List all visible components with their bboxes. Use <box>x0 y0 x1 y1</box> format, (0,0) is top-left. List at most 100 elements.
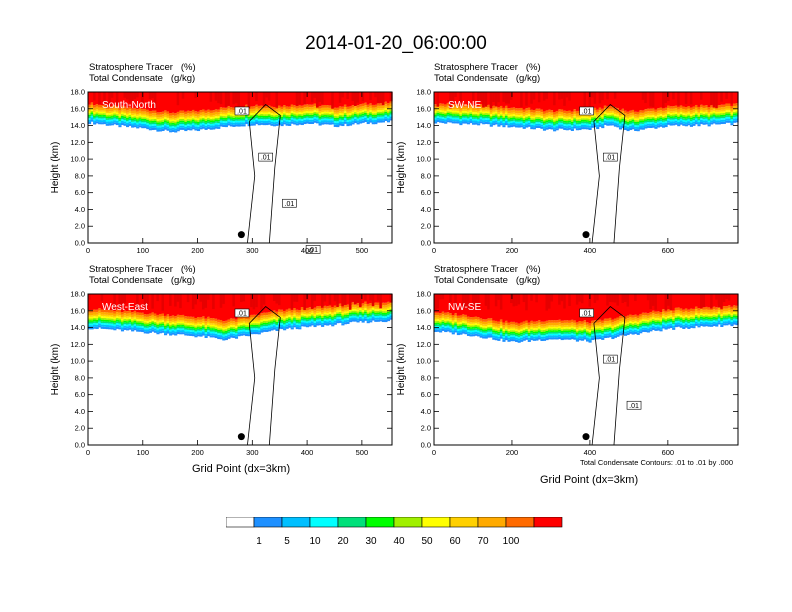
tracer-cell <box>272 318 277 321</box>
tracer-cell <box>530 330 534 333</box>
tracer-cell <box>558 116 562 118</box>
tracer-cell <box>497 115 501 118</box>
tracer-cell <box>272 122 277 125</box>
tracer-cell <box>386 113 391 115</box>
tracer-cell <box>138 113 142 115</box>
tracer-cell <box>725 118 729 121</box>
tracer-cell <box>255 323 259 325</box>
tracer-cell <box>348 114 353 117</box>
tracer-cell <box>333 92 337 108</box>
tracer-cell <box>110 116 114 118</box>
tracer-cell <box>527 119 531 121</box>
tracer-cell <box>219 115 223 118</box>
condensate-label: Total Condensate <box>434 275 508 286</box>
tracer-cell <box>115 92 119 106</box>
tracer-cell <box>441 328 445 331</box>
tracer-cell <box>369 309 373 312</box>
tracer-cell <box>659 112 663 115</box>
tracer-cell <box>176 324 180 327</box>
tracer-cell <box>361 316 365 319</box>
tracer-cell <box>166 116 170 119</box>
tracer-cell <box>646 123 650 126</box>
tracer-cell <box>232 119 236 122</box>
tracer-cell <box>580 114 585 117</box>
tracer-cell <box>677 111 681 114</box>
tracer-cell <box>532 329 536 332</box>
tracer-cell <box>474 117 478 119</box>
tracer-cell <box>469 106 473 109</box>
tracer-cell <box>209 110 213 113</box>
tracer-cell <box>502 116 506 118</box>
tracer-cell <box>641 118 645 121</box>
tracer-cell <box>356 313 360 315</box>
tracer-cell <box>262 110 266 113</box>
tracer-cell <box>202 109 206 112</box>
tracer-cell <box>288 323 292 326</box>
tracer-cell <box>321 92 325 104</box>
tracer-cell <box>354 118 358 121</box>
tracer-cell <box>242 331 246 334</box>
tracer-cell <box>120 318 125 321</box>
tracer-cell <box>502 123 506 126</box>
tracer-cell <box>161 321 165 324</box>
tracer-cell <box>184 128 188 132</box>
tracer-cell <box>90 102 94 105</box>
tracer-cell <box>560 337 564 341</box>
tracer-cell <box>631 114 635 117</box>
tracer-cell <box>510 114 514 117</box>
tracer-cell <box>161 325 165 327</box>
tracer-cell <box>555 119 559 122</box>
tracer-cell <box>348 106 353 109</box>
tracer-cell <box>333 305 337 309</box>
tracer-cell <box>474 294 478 303</box>
tracer-cell <box>560 109 564 112</box>
tracer-cell <box>364 105 368 108</box>
tracer-cell <box>283 105 287 108</box>
tracer-cell <box>583 121 587 124</box>
tracer-cell <box>181 325 185 327</box>
tracer-cell <box>727 106 731 109</box>
tracer-cell <box>204 127 208 130</box>
tracer-cell <box>677 92 681 106</box>
tracer-cell <box>586 116 590 119</box>
tracer-cell <box>522 329 526 332</box>
x-tick-label: 0 <box>86 448 90 457</box>
tracer-cell <box>469 121 473 124</box>
tracer-cell <box>520 322 524 326</box>
tracer-cell <box>459 120 463 124</box>
tracer-cell <box>722 104 726 108</box>
tracer-cell <box>186 328 190 330</box>
tracer-cell <box>346 314 350 317</box>
tracer-cell <box>527 322 531 326</box>
tracer-cell <box>224 110 228 113</box>
region-label: South-North <box>102 100 156 111</box>
tracer-cell <box>209 125 213 128</box>
tracer-cell <box>293 92 297 106</box>
tracer-cell <box>348 294 353 310</box>
tracer-cell <box>456 330 460 333</box>
tracer-cell <box>280 111 284 114</box>
tracer-cell <box>563 119 567 121</box>
tracer-cell <box>712 121 716 124</box>
tracer-cell <box>679 118 683 121</box>
tracer-cell <box>512 117 516 120</box>
tracer-cell <box>120 322 125 324</box>
tracer-cell <box>240 92 244 108</box>
tracer-cell <box>100 116 104 119</box>
tracer-cell <box>308 324 312 327</box>
tracer-cell <box>527 110 531 113</box>
tracer-cell <box>537 333 541 336</box>
tracer-cell <box>318 308 322 312</box>
tracer-cell <box>487 109 491 112</box>
tracer-cell <box>472 319 476 323</box>
tracer-cell <box>118 121 122 123</box>
tracer-cell <box>321 118 325 121</box>
tracer-cell <box>164 92 168 111</box>
tracer-cell <box>143 319 147 321</box>
tracer-cell <box>295 114 299 117</box>
tracer-cell <box>575 334 579 336</box>
tracer-cell <box>596 92 600 110</box>
tracer-cell <box>446 322 450 324</box>
tracer-cell <box>444 112 448 115</box>
tracer-cell <box>384 101 388 105</box>
